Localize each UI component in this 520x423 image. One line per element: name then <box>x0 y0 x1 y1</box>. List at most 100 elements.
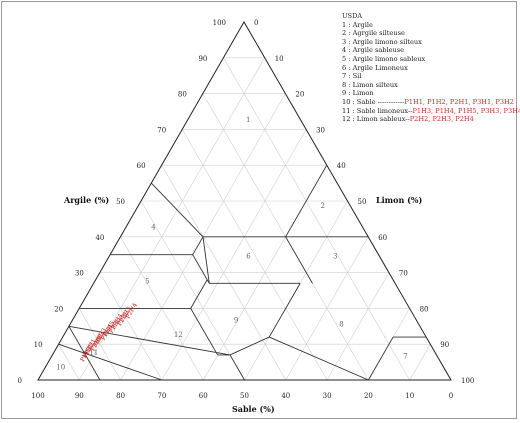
class-boundary <box>368 336 394 381</box>
legend-item-samples: P2H2, P2H3, P2H4 <box>409 115 474 124</box>
region-number: 6 <box>246 252 251 260</box>
left-tick-label: 10 <box>34 341 43 349</box>
left-tick-label: 20 <box>54 305 63 313</box>
left-axis-label: Argile (%) <box>63 195 109 205</box>
grid-line-silt <box>409 344 431 381</box>
bottom-tick-label: 20 <box>364 392 373 400</box>
left-tick-label: 70 <box>157 126 166 134</box>
class-boundary <box>229 336 270 356</box>
left-tick-label: 90 <box>198 55 207 63</box>
grid-line-silt <box>285 236 369 381</box>
right-axis-label: Limon (%) <box>376 195 422 205</box>
bottom-tick-label: 50 <box>240 392 249 400</box>
class-boundary <box>190 279 208 309</box>
right-tick-label: 70 <box>399 270 408 278</box>
right-tick-label: 30 <box>316 126 325 134</box>
grid-line-sand <box>58 344 80 381</box>
grid-line-silt <box>79 57 265 381</box>
bottom-tick-label: 0 <box>449 392 453 400</box>
right-tick-label: 50 <box>358 198 367 206</box>
legend-item: 10 : Sable ------------P1H1, P1H2, P2H1,… <box>342 98 514 107</box>
region-number: 10 <box>56 363 65 371</box>
legend-item: 6 : Argile Limoneux <box>342 64 514 73</box>
bottom-tick-label: 40 <box>281 392 290 400</box>
legend-item: 9 : Limon <box>342 89 514 98</box>
legend-items: 1 : Argile 2 : Agrgile silteuse 3 : Argile… <box>342 20 520 124</box>
legend-item-label: 1 : Argile <box>342 20 373 29</box>
legend-item-label: 5 : Argile limono sableux <box>342 54 426 63</box>
legend: USDA 1 : Argile 2 : Agrgile silteuse 3 : A… <box>342 12 520 124</box>
class-boundary <box>269 336 369 381</box>
bottom-tick-label: 60 <box>199 392 208 400</box>
legend-item-samples: P1H1, P1H2, P2H1, P3H1, P3H2 <box>404 97 514 106</box>
class-boundary <box>192 254 208 280</box>
legend-item: 7 : Sil <box>342 72 514 81</box>
legend-item-label: 11 : Sable limoneux-- <box>342 106 413 115</box>
right-tick-label: 90 <box>440 341 449 349</box>
grid-line-sand <box>140 200 245 381</box>
bottom-tick-label: 80 <box>116 392 125 400</box>
grid-line-silt <box>161 129 307 381</box>
grid-line-sand <box>78 308 121 381</box>
region-number: 3 <box>333 252 337 260</box>
legend-item-label: 9 : Limon <box>342 89 374 98</box>
right-tick-label: 0 <box>254 19 258 27</box>
sample-points: P1H1P1H2P2H1P3H1P3H2P1H3P1H4P1H5P3H3P3H4… <box>79 302 139 363</box>
legend-item: 2 : Agrgile silteuse <box>342 29 514 38</box>
class-boundary <box>425 336 452 381</box>
class-boundary <box>285 164 328 238</box>
left-tick-label: 60 <box>137 162 146 170</box>
legend-item-label: 12 : Limon sableux-- <box>342 115 410 124</box>
left-tick-label: 0 <box>18 377 22 385</box>
legend-item-samples: P1H3, P1H4, P1H5, P3H3, P3H4 <box>412 106 520 115</box>
region-number: 4 <box>151 224 156 232</box>
right-tick-label: 60 <box>378 234 387 242</box>
bottom-tick-label: 30 <box>323 392 332 400</box>
class-boundary <box>58 343 163 381</box>
right-tick-label: 40 <box>337 162 346 170</box>
bottom-tick-label: 70 <box>157 392 166 400</box>
legend-item-label: 6 : Argile Limoneux <box>342 63 408 72</box>
bottom-tick-label: 90 <box>75 392 84 400</box>
region-number: 12 <box>174 331 183 339</box>
class-boundary <box>367 236 396 284</box>
bottom-tick-label: 100 <box>31 392 44 400</box>
left-tick-label: 80 <box>178 91 187 99</box>
right-tick-label: 100 <box>461 377 474 385</box>
class-boundary <box>202 236 210 284</box>
bottom-tick-label: 10 <box>405 392 414 400</box>
class-boundary <box>68 325 231 356</box>
bottom-axis-label: Sable (%) <box>232 404 275 414</box>
legend-item-label: 10 : Sable ------------ <box>342 97 405 106</box>
class-boundary <box>190 308 219 356</box>
class-boundary <box>229 354 245 381</box>
region-number: 2 <box>320 202 324 210</box>
legend-title: USDA <box>342 12 363 20</box>
texture-class-boundaries <box>58 164 452 381</box>
left-tick-label: 100 <box>213 19 226 27</box>
region-number: 8 <box>339 320 343 328</box>
right-tick-label: 10 <box>275 55 284 63</box>
sample-point-label: P2H4 <box>125 302 140 320</box>
legend-item: 11 : Sable limoneux--P1H3, P1H4, P1H5, P… <box>342 106 520 116</box>
grid-line-silt <box>326 272 390 381</box>
legend-item: 5 : Argile limono sableux <box>342 55 514 64</box>
region-number: 9 <box>234 317 238 325</box>
class-boundary <box>285 236 313 284</box>
legend-item-label: 8 : Limon silteux <box>342 80 398 89</box>
class-boundary <box>268 283 301 338</box>
right-tick-label: 20 <box>295 91 304 99</box>
left-tick-label: 40 <box>95 234 104 242</box>
legend-item-label: 7 : Sil <box>342 72 362 81</box>
left-tick-label: 50 <box>116 198 125 206</box>
region-number: 5 <box>145 277 149 285</box>
legend-item: 4 : Argile sableuse <box>342 46 514 55</box>
region-number: 1 <box>246 116 250 124</box>
legend-item-label: 2 : Agrgile silteuse <box>342 29 405 38</box>
region-number: 7 <box>403 353 407 361</box>
grid-line-sand <box>223 57 410 381</box>
